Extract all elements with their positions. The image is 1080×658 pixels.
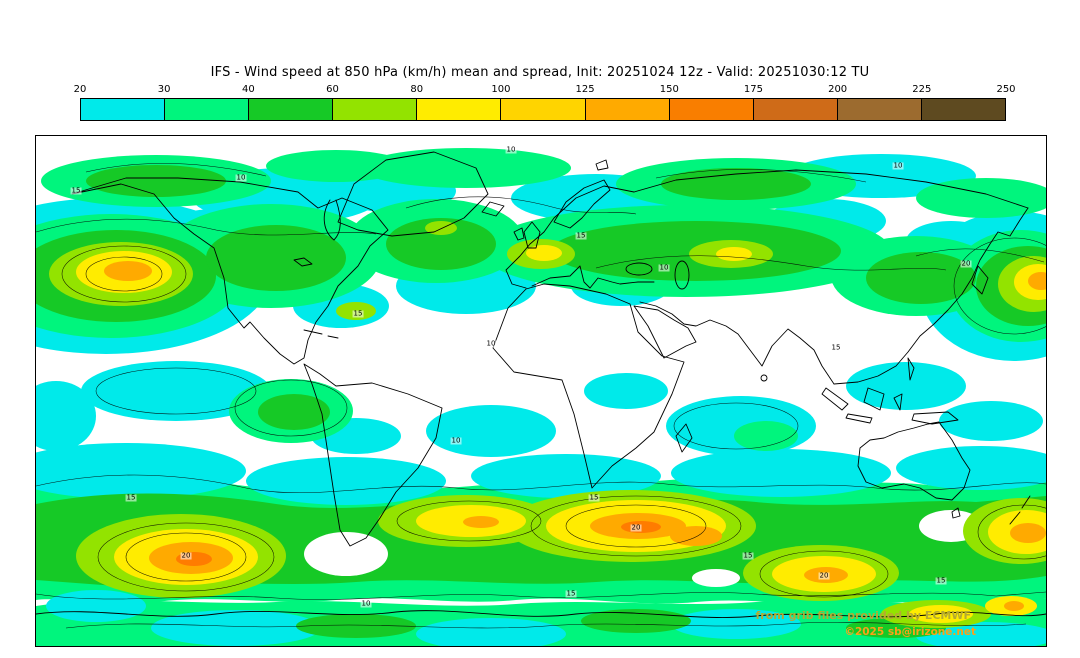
colorbar-tick-label: 20 [73,84,87,95]
contour-value-label: 20 [180,551,192,560]
contour-value-label: 10 [505,145,517,154]
colorbar-segment [837,99,922,120]
contour-value-label: 20 [630,523,642,532]
colorbar-segment [921,99,1006,120]
contour-value-label: 15 [588,493,600,502]
colorbar-tick-labels: 20 30 40 60 80 100 125 150 175 200 225 250 [74,84,1016,96]
credit-copyright: ©2025 sb@irizone.net [844,626,976,638]
contour-value-label: 15 [742,551,754,560]
colorbar-tick-label: 250 [996,84,1016,95]
colorbar-segment [753,99,838,120]
colorbar-segment [249,99,334,120]
contour-value-label: 10 [485,339,497,348]
colorbar-tick-label: 60 [326,84,339,95]
colorbar-tick-label: 175 [743,84,763,95]
world-wind-map-svg [36,148,1046,646]
colorbar-segment [81,99,166,120]
contour-value-label: 15 [125,493,137,502]
contour-value-label: 10 [892,161,904,170]
contour-value-label: 20 [960,259,972,268]
colorbar-segment [501,99,586,120]
credit-ecmwf: from grib files provided by ECMWF [755,609,971,622]
colorbar-segment [333,99,418,120]
colorbar-segment [669,99,754,120]
wind-field [36,148,1046,646]
contour-value-label: 10 [235,173,247,182]
colorbar-tick-label: 200 [828,84,848,95]
colorbar-tick-label: 30 [157,84,171,95]
spread-contour-lines [36,163,1046,629]
colorbar-tick-label: 225 [912,84,932,95]
colorbar-segment [165,99,250,120]
contour-value-label: 10 [658,263,670,272]
contour-value-label: 10 [360,599,372,608]
contour-value-label: 15 [935,576,947,585]
colorbar-tick-label: 150 [659,84,679,95]
contour-value-label: 15 [565,589,577,598]
contour-value-label: 20 [818,571,830,580]
colorbar-segment [417,99,502,120]
colorbar [80,98,1006,121]
contour-value-label: 15 [70,186,82,195]
chart-title: IFS - Wind speed at 850 hPa (km/h) mean … [210,65,870,80]
colorbar-tick-label: 125 [575,84,595,95]
colorbar-segment [585,99,670,120]
contour-value-label: 15 [575,231,587,240]
contour-value-label: 15 [830,343,842,352]
colorbar-tick-label: 40 [241,84,255,95]
coastlines [36,151,1046,618]
contour-value-label: 10 [450,436,462,445]
colorbar-tick-label: 100 [491,84,511,95]
colorbar-tick-label: 80 [410,84,424,95]
map-panel: 10 10 15 10 15 10 20 15 10 15 10 15 20 15 20 15 20 15 10 15… [35,135,1047,647]
contour-value-label: 15 [352,309,364,318]
